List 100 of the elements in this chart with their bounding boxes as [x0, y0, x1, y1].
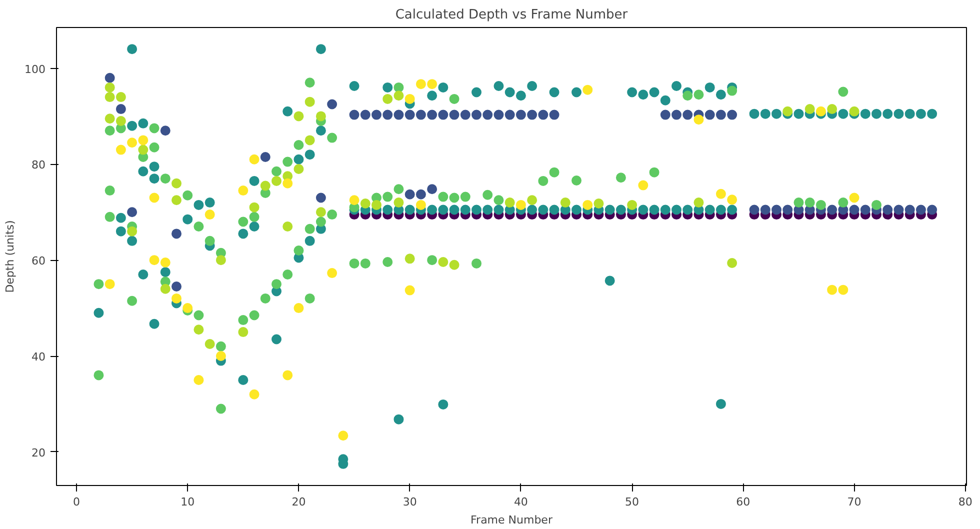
point: [438, 257, 448, 268]
point: [404, 94, 415, 104]
point: [749, 204, 760, 215]
point: [249, 202, 260, 212]
point: [260, 180, 270, 191]
point: [372, 110, 382, 120]
point: [416, 79, 426, 90]
point: [838, 284, 848, 295]
point: [394, 90, 404, 101]
point: [260, 152, 270, 162]
x-axis-title: Frame Number: [470, 514, 553, 526]
point: [860, 204, 870, 215]
point: [638, 180, 648, 190]
point: [494, 110, 504, 120]
point: [138, 135, 148, 146]
point: [804, 104, 815, 114]
point: [316, 111, 326, 122]
point: [172, 178, 182, 188]
point: [216, 351, 226, 362]
point: [504, 110, 515, 120]
y-tick-label: 40: [32, 350, 46, 364]
point: [782, 204, 793, 215]
point: [582, 200, 593, 210]
point: [527, 195, 538, 206]
point: [704, 110, 715, 120]
point: [394, 198, 404, 208]
point: [849, 192, 860, 203]
point: [916, 204, 926, 215]
point: [438, 110, 448, 120]
point: [272, 176, 282, 186]
point: [127, 226, 138, 236]
point: [349, 195, 360, 206]
point: [338, 430, 348, 441]
point: [127, 138, 138, 148]
y-tick-label: 100: [24, 62, 46, 76]
point: [760, 204, 770, 215]
point: [582, 84, 593, 95]
point: [504, 198, 515, 208]
point: [160, 126, 170, 136]
point: [449, 110, 460, 120]
point: [127, 207, 138, 218]
point: [904, 204, 915, 215]
point: [404, 285, 415, 296]
point: [172, 293, 182, 304]
point: [160, 258, 170, 268]
point: [316, 207, 326, 218]
point: [194, 324, 204, 335]
point: [727, 194, 738, 205]
point: [482, 110, 493, 120]
point: [204, 339, 215, 350]
point: [672, 110, 682, 120]
y-tick-label: 80: [32, 158, 46, 172]
point: [882, 204, 893, 215]
point: [294, 164, 304, 174]
point: [472, 110, 482, 120]
point: [427, 110, 438, 120]
point: [394, 110, 404, 120]
point: [827, 204, 838, 215]
point: [427, 79, 438, 90]
point: [172, 228, 182, 239]
point: [427, 184, 438, 194]
point: [727, 258, 738, 268]
point: [516, 110, 526, 120]
point: [116, 116, 126, 126]
point: [104, 92, 115, 102]
point: [282, 370, 293, 380]
x-tick-label: 10: [180, 496, 195, 508]
point: [404, 110, 415, 120]
x-tick-label: 80: [958, 496, 972, 508]
point: [238, 327, 248, 338]
point: [327, 99, 338, 110]
point: [682, 110, 693, 120]
point: [716, 110, 726, 120]
point: [116, 104, 126, 114]
x-tick-label: 0: [73, 496, 80, 508]
point: [660, 110, 670, 120]
point: [282, 222, 293, 232]
point: [249, 389, 260, 400]
point: [627, 200, 638, 210]
x-tick-label: 60: [736, 496, 750, 508]
point: [560, 198, 570, 208]
point: [149, 255, 160, 266]
point: [104, 114, 115, 124]
point: [694, 114, 704, 125]
point: [172, 195, 182, 206]
x-tick-label: 50: [625, 496, 640, 508]
point: [304, 135, 315, 146]
x-tick-label: 30: [402, 496, 417, 508]
point: [282, 178, 293, 188]
point: [772, 204, 782, 215]
point: [716, 188, 726, 199]
point: [316, 192, 326, 203]
point: [304, 96, 315, 107]
point: [416, 189, 426, 200]
point: [516, 200, 526, 210]
point: [827, 104, 838, 114]
x-tick-label: 20: [292, 496, 306, 508]
point: [349, 110, 360, 120]
point: [527, 110, 538, 120]
point: [138, 144, 148, 155]
